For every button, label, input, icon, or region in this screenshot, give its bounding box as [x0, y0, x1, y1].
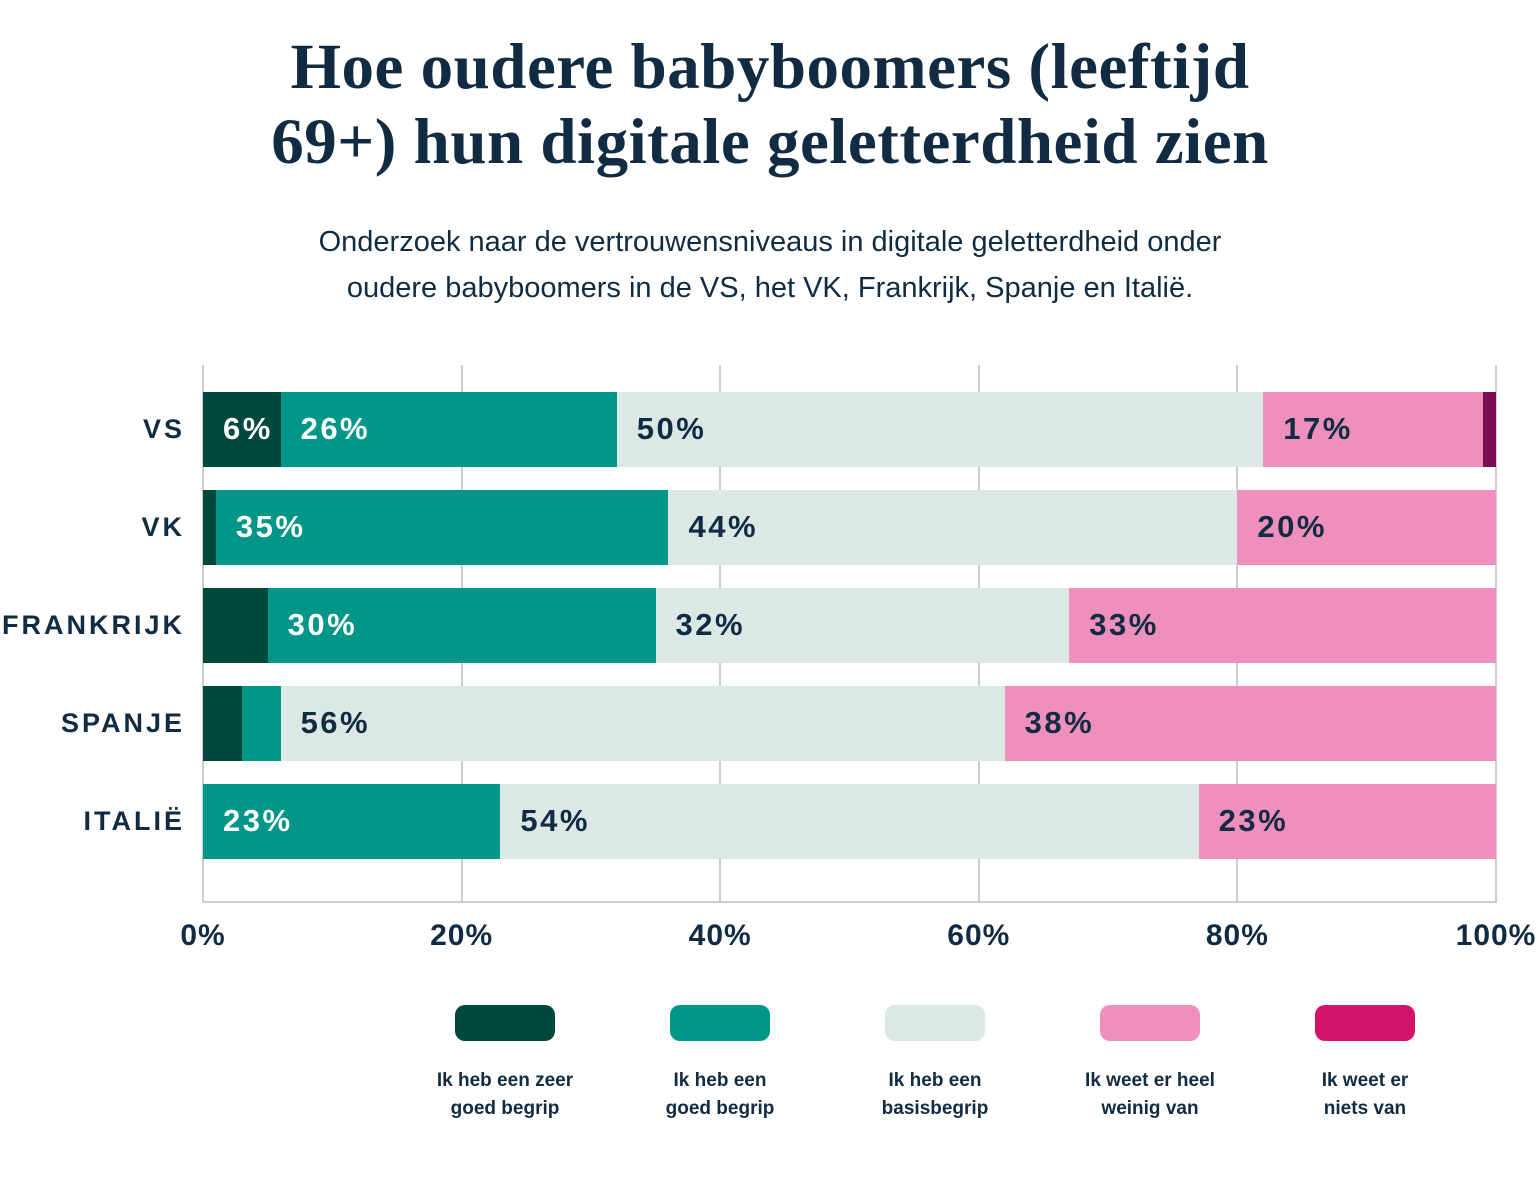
bar-row: ITALIË 23% 54% 23%	[0, 783, 1540, 859]
x-tick-label: 20%	[430, 918, 494, 952]
legend-swatch	[455, 1004, 555, 1041]
bar-segment: 35%	[215, 489, 669, 565]
segment-value-label: 38%	[1024, 705, 1095, 741]
bar-segment	[203, 587, 268, 663]
stacked-bar-chart: VS 6% 26% 50% 17% VK 35% 44% 20% FRANKRIJK 30% 32% 3…	[0, 364, 1540, 903]
segment-value-label: 23%	[223, 803, 293, 839]
legend-swatch	[670, 1004, 770, 1041]
segment-value-label: 54%	[520, 803, 590, 839]
legend-item: Ik heb een goed begrip	[625, 1004, 815, 1124]
x-tick-label: 40%	[688, 918, 752, 952]
segment-value-label: 20%	[1257, 509, 1327, 545]
legend-label: Ik heb een goed begrip	[665, 1069, 775, 1120]
segment-value-label: 30%	[287, 607, 358, 643]
segment-value-label: 56%	[300, 705, 371, 741]
legend-label: Ik weet er heel weinig van	[1085, 1069, 1215, 1120]
segment-value-label: 26%	[300, 411, 371, 447]
bar-row: SPANJE 56% 38%	[0, 685, 1540, 761]
segment-value-label: 35%	[235, 509, 306, 545]
x-axis-line	[203, 900, 1496, 903]
bar-segment: 17%	[1263, 391, 1484, 467]
bar-segment: 23%	[203, 783, 501, 859]
segment-value-label: 17%	[1283, 411, 1353, 447]
bar-segment: 56%	[280, 685, 1005, 761]
x-tick-label: 0%	[180, 918, 226, 952]
bar-segment: 23%	[1198, 783, 1496, 859]
stacked-bar: 56% 38%	[203, 685, 1496, 761]
legend-item: Ik heb een zeer goed begrip	[410, 1004, 600, 1124]
bar-segment: 54%	[500, 783, 1199, 859]
legend-swatch	[885, 1004, 985, 1041]
page-title: Hoe oudere babyboomers (leeftijd 69+) hu…	[271, 31, 1269, 179]
category-label: ITALIË	[83, 805, 185, 836]
bar-segment	[203, 685, 242, 761]
x-axis-ticks: 0% 20% 40% 60% 80% 100%	[180, 903, 1535, 965]
legend-label: Ik weet er niets van	[1321, 1069, 1409, 1120]
stacked-bar: 6% 26% 50% 17%	[203, 391, 1496, 467]
bar-segment: 44%	[668, 489, 1238, 565]
chart-legend: Ik heb een zeer goed begrip Ik heb een go…	[410, 1004, 1460, 1124]
x-tick-label: 100%	[1455, 918, 1537, 952]
bar-segment	[1483, 391, 1496, 467]
category-label: SPANJE	[60, 707, 185, 738]
stacked-bar: 23% 54% 23%	[203, 783, 1496, 859]
bar-segment: 33%	[1069, 587, 1496, 663]
x-tick-label: 80%	[1205, 918, 1269, 952]
bar-segment: 26%	[280, 391, 617, 467]
segment-value-label: 44%	[688, 509, 759, 545]
bar-row: VS 6% 26% 50% 17%	[0, 391, 1540, 467]
legend-swatch	[1100, 1004, 1200, 1041]
chart-rows: VS 6% 26% 50% 17% VK 35% 44% 20% FRANKRIJK 30% 32% 3…	[0, 365, 1540, 859]
segment-value-label: 33%	[1089, 607, 1159, 643]
stacked-bar: 35% 44% 20%	[203, 489, 1496, 565]
bar-segment	[241, 685, 281, 761]
stacked-bar: 30% 32% 33%	[203, 587, 1496, 663]
legend-label: Ik heb een zeer goed begrip	[436, 1069, 574, 1120]
page-subtitle: Onderzoek naar de vertrouwensniveaus in …	[318, 225, 1222, 305]
legend-item: Ik heb een basisbegrip	[840, 1004, 1030, 1124]
category-label: VK	[141, 511, 185, 542]
legend-item: Ik weet er heel weinig van	[1055, 1004, 1245, 1124]
bar-segment: 6%	[203, 391, 281, 467]
legend-item: Ik weet er niets van	[1270, 1004, 1460, 1124]
bar-segment: 30%	[267, 587, 656, 663]
bar-segment: 20%	[1237, 489, 1496, 565]
bar-segment	[203, 489, 216, 565]
gridline	[1495, 364, 1497, 903]
bar-segment: 50%	[616, 391, 1264, 467]
bar-row: FRANKRIJK 30% 32% 33%	[0, 587, 1540, 663]
segment-value-label: 32%	[675, 607, 746, 643]
legend-label: Ik heb een basisbegrip	[881, 1069, 989, 1120]
bar-row: VK 35% 44% 20%	[0, 489, 1540, 565]
legend-swatch	[1315, 1004, 1415, 1041]
bar-segment: 32%	[655, 587, 1070, 663]
category-label: FRANKRIJK	[1, 609, 185, 640]
segment-value-label: 6%	[223, 411, 273, 447]
category-label: VS	[142, 413, 185, 444]
segment-value-label: 50%	[636, 411, 707, 447]
x-tick-label: 60%	[947, 918, 1011, 952]
segment-value-label: 23%	[1218, 803, 1289, 839]
bar-segment: 38%	[1004, 685, 1496, 761]
